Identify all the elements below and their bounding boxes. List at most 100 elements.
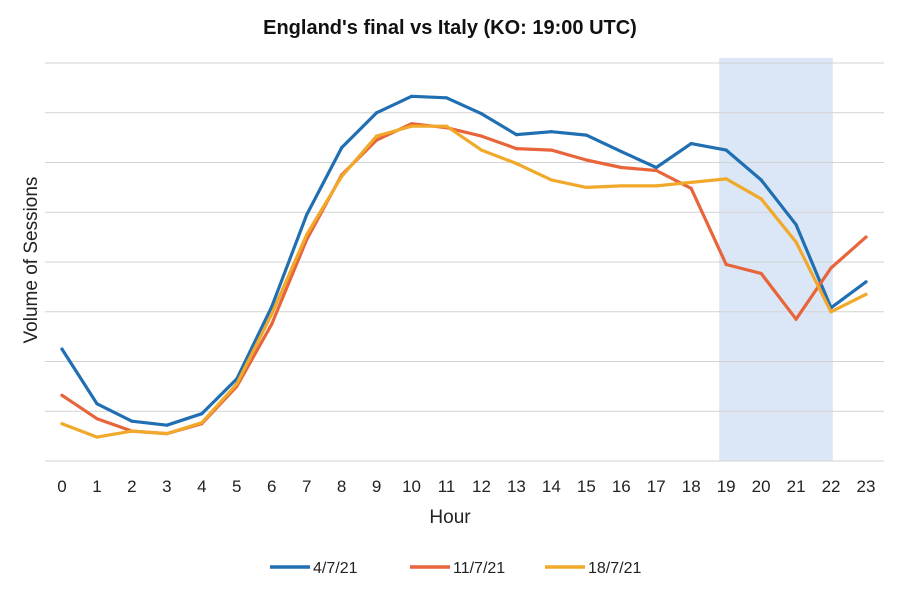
x-tick-label: 3: [162, 477, 171, 496]
data-point: [619, 184, 623, 188]
data-point: [479, 134, 484, 138]
x-tick-label: 15: [577, 477, 596, 496]
data-point: [60, 422, 64, 426]
data-point: [444, 124, 449, 128]
x-tick-label: 4: [197, 477, 206, 496]
x-tick-label: 6: [267, 477, 276, 496]
data-point: [514, 133, 519, 137]
data-point: [759, 271, 763, 276]
data-point: [794, 317, 798, 321]
x-tick-label: 7: [302, 477, 311, 496]
data-point: [479, 148, 484, 152]
x-tick-label: 5: [232, 477, 241, 496]
data-point: [95, 435, 99, 439]
x-tick-label: 14: [542, 477, 561, 496]
data-point: [549, 178, 553, 182]
x-tick-label: 9: [372, 477, 381, 496]
x-tick-label: 0: [57, 477, 66, 496]
data-point: [479, 112, 484, 116]
data-point: [60, 347, 64, 351]
x-tick-label: 1: [92, 477, 101, 496]
data-point: [165, 432, 169, 436]
data-point: [409, 94, 414, 98]
data-point: [724, 148, 728, 152]
data-point: [514, 161, 519, 166]
x-tick-label: 11: [438, 477, 456, 496]
x-tick-label: 8: [337, 477, 346, 496]
x-tick-label: 23: [857, 477, 876, 496]
data-point: [864, 280, 868, 284]
x-tick-label: 2: [127, 477, 136, 496]
data-point: [270, 312, 274, 316]
chart-title: England's final vs Italy (KO: 19:00 UTC): [263, 17, 637, 39]
data-point: [724, 177, 728, 181]
data-point: [200, 421, 204, 425]
series-1: [60, 94, 868, 427]
data-point: [130, 419, 134, 423]
x-tick-label: 17: [647, 477, 666, 496]
legend-label: 18/7/21: [588, 560, 641, 577]
data-point: [270, 322, 274, 326]
data-point: [95, 417, 99, 421]
series-3: [60, 124, 868, 439]
data-point: [409, 122, 414, 126]
data-point: [759, 197, 763, 201]
data-point: [864, 235, 868, 239]
data-point: [759, 178, 763, 182]
data-point: [654, 168, 658, 173]
data-point: [794, 223, 798, 227]
data-point: [514, 146, 519, 151]
data-point: [619, 165, 623, 170]
y-axis-title: Volume of Sessions: [21, 177, 42, 344]
data-point: [165, 423, 169, 427]
highlight-band: [719, 58, 833, 461]
data-point: [584, 158, 588, 162]
data-point: [549, 130, 553, 134]
x-axis-title: Hour: [429, 507, 471, 528]
data-point: [584, 133, 588, 137]
data-point: [95, 402, 99, 406]
data-point: [549, 148, 553, 152]
data-point: [409, 124, 414, 128]
x-tick-label: 12: [472, 477, 491, 496]
data-point: [375, 134, 379, 138]
data-point: [619, 149, 623, 154]
data-point: [689, 186, 693, 190]
legend: 4/7/21 11/7/21 18/7/21: [270, 560, 641, 577]
data-point: [305, 213, 309, 217]
x-tick-label: 22: [822, 477, 841, 496]
data-point: [794, 240, 798, 244]
x-tick-label: 10: [402, 477, 421, 496]
series-line: [60, 124, 868, 439]
data-point: [130, 429, 134, 433]
x-tick-label: 21: [787, 477, 806, 496]
data-point: [689, 180, 693, 184]
data-point: [305, 233, 309, 237]
data-point: [375, 111, 379, 115]
data-point: [444, 96, 449, 100]
x-tick-label: 19: [717, 477, 736, 496]
series-line: [60, 94, 868, 427]
data-point: [270, 305, 274, 309]
data-point: [340, 174, 344, 179]
data-point: [654, 184, 658, 188]
x-tick-label: 20: [752, 477, 771, 496]
x-tick-label: 18: [682, 477, 701, 496]
data-point: [584, 185, 588, 189]
data-point: [340, 145, 344, 150]
x-tick-label: 16: [612, 477, 631, 496]
data-point: [829, 266, 833, 270]
data-point: [829, 310, 833, 314]
legend-label: 4/7/21: [313, 560, 358, 577]
data-point: [724, 262, 728, 267]
plot-area: 0 1 2 3 4 5 6 7 8 9 10 11 12 13 14 15 16 17 18 19 20 21 22 23: [45, 58, 884, 496]
data-point: [200, 412, 204, 416]
x-tick-label: 13: [507, 477, 526, 496]
data-point: [60, 393, 64, 397]
data-point: [654, 165, 658, 170]
data-point: [689, 141, 693, 146]
data-point: [864, 292, 868, 296]
legend-label: 11/7/21: [453, 560, 505, 577]
data-point: [235, 382, 239, 386]
